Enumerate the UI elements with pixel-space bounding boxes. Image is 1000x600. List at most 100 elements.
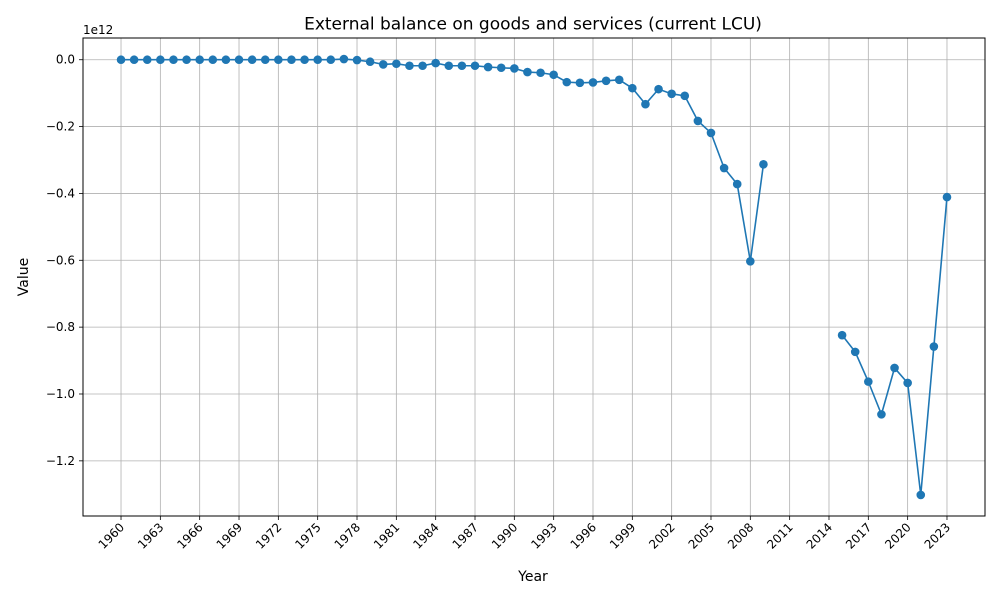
data-point (929, 342, 939, 351)
data-point (457, 61, 467, 71)
x-tick-label: 1975 (292, 520, 323, 551)
data-point (601, 76, 611, 86)
data-point (274, 55, 283, 65)
x-tick-label: 1978 (332, 520, 363, 551)
data-point (169, 55, 178, 65)
x-tick-label: 1966 (174, 520, 205, 551)
x-tick-label: 1963 (135, 520, 166, 551)
x-tick-label: 1981 (371, 520, 402, 551)
data-point (221, 55, 231, 65)
y-tick-label: 0.0 (56, 53, 75, 67)
data-point (392, 59, 401, 69)
data-point (313, 55, 322, 65)
data-point (614, 75, 624, 85)
data-point (536, 68, 545, 78)
data-point (549, 70, 558, 80)
data-point (523, 67, 532, 77)
data-point (444, 61, 454, 71)
data-point (142, 55, 152, 65)
data-point (116, 55, 126, 65)
data-point (916, 490, 926, 500)
data-point (470, 61, 480, 71)
x-tick-label: 1990 (489, 520, 520, 551)
data-point (352, 55, 362, 65)
y-axis-offset-label: 1e12 (83, 23, 113, 37)
data-point (156, 55, 165, 65)
x-tick-label: 2020 (882, 520, 913, 551)
data-point (903, 378, 912, 388)
x-tick-label: 2014 (804, 520, 835, 551)
x-tick-label: 1987 (450, 520, 481, 551)
x-tick-label: 2017 (843, 520, 874, 551)
x-tick-label: 2008 (725, 520, 756, 551)
chart-title: External balance on goods and services (… (304, 15, 762, 35)
data-point (654, 84, 663, 94)
data-point (418, 61, 427, 71)
y-tick-label: −0.4 (46, 186, 75, 200)
data-point (365, 57, 375, 67)
data-point (759, 160, 768, 169)
data-point (483, 62, 493, 72)
plot-area-frame (82, 37, 986, 517)
x-tick-label: 1960 (96, 520, 127, 551)
y-tick-label: −0.8 (46, 320, 75, 334)
data-point (247, 55, 257, 65)
x-tick-label: 1969 (214, 520, 245, 551)
data-point (208, 55, 218, 65)
data-point (864, 377, 873, 386)
data-point (667, 89, 676, 99)
data-point (562, 77, 572, 87)
data-point (719, 163, 729, 173)
x-tick-label: 1984 (410, 520, 441, 551)
data-point (378, 60, 388, 69)
data-point (195, 55, 204, 65)
data-point (588, 78, 598, 87)
data-point (693, 116, 703, 126)
data-point (850, 347, 860, 357)
data-point (641, 99, 650, 109)
x-axis-label: Year (517, 569, 548, 585)
x-tick-label: 1993 (528, 520, 559, 551)
series-points (116, 54, 952, 500)
data-point (942, 192, 952, 202)
data-point (129, 55, 139, 65)
data-point (326, 55, 336, 65)
data-point (890, 363, 899, 373)
data-point (680, 91, 690, 101)
data-point (287, 55, 296, 65)
series-line (121, 58, 948, 496)
data-point (877, 410, 886, 419)
x-axis-ticks: 1960 1963 1966 1969 1972 1975 1978 1981 1984 1987… (96, 516, 953, 552)
data-point (575, 78, 585, 88)
data-point (405, 61, 414, 71)
data-point (300, 55, 309, 65)
data-point (260, 55, 270, 65)
data-point (496, 63, 506, 73)
y-axis-label: Value (16, 258, 32, 296)
data-point (732, 179, 742, 189)
x-tick-label: 2005 (686, 520, 717, 551)
x-tick-label: 1999 (607, 520, 638, 551)
y-axis-ticks: 0.0 −0.2 −0.4 −0.6 −0.8 −1.0 −1.2 (46, 53, 83, 468)
data-point (234, 55, 244, 65)
y-tick-label: −1.0 (46, 387, 75, 401)
series-line-segment (121, 58, 765, 262)
data-point (510, 64, 519, 73)
data-point (706, 128, 716, 138)
data-point (339, 54, 349, 64)
grid (83, 38, 985, 516)
x-tick-label: 2011 (764, 520, 795, 551)
x-tick-label: 2023 (922, 520, 953, 551)
y-tick-label: −1.2 (46, 454, 75, 468)
x-tick-label: 2002 (646, 520, 677, 551)
y-tick-label: −0.6 (46, 253, 75, 267)
data-point (628, 83, 637, 93)
data-point (746, 256, 755, 266)
x-tick-label: 1996 (568, 520, 599, 551)
data-point (837, 330, 847, 340)
data-point (431, 58, 440, 68)
x-tick-label: 1972 (253, 520, 284, 551)
data-point (182, 55, 191, 65)
